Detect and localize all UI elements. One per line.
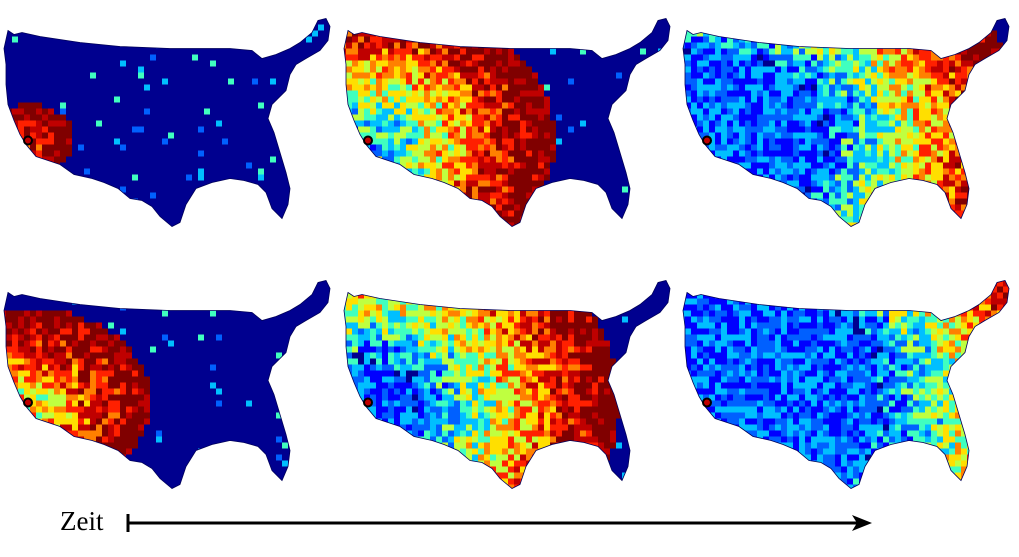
county-cells (344, 18, 670, 227)
time-axis-label: Zeit (60, 506, 104, 536)
outbreak-source-marker (23, 135, 33, 146)
us-county-map (3, 280, 331, 489)
outbreak-source-marker (702, 135, 712, 146)
county-cells (683, 280, 1009, 489)
us-county-map (343, 280, 671, 489)
us-county-map (682, 18, 1010, 227)
map-panel-3 (679, 0, 1019, 250)
outbreak-source-marker (363, 397, 373, 408)
country-outline (343, 18, 671, 227)
map-panel-6 (679, 262, 1019, 512)
country-outline (343, 280, 671, 489)
map-panel-2 (340, 0, 680, 250)
us-county-map (343, 18, 671, 227)
time-arrow-icon (126, 514, 872, 532)
country-outline (3, 18, 331, 227)
map-panel-5 (340, 262, 680, 512)
county-cells (4, 18, 330, 227)
country-outline (682, 18, 1010, 227)
map-panel-1 (0, 0, 340, 250)
country-outline (3, 280, 331, 489)
county-cells (344, 280, 670, 489)
us-county-map (682, 280, 1010, 489)
county-cells (683, 18, 1009, 227)
outbreak-source-marker (363, 135, 373, 146)
outbreak-source-marker (702, 397, 712, 408)
outbreak-source-marker (23, 397, 33, 408)
map-panel-4 (0, 262, 340, 512)
us-county-map (3, 18, 331, 227)
country-outline (682, 280, 1010, 489)
county-cells (4, 280, 330, 489)
